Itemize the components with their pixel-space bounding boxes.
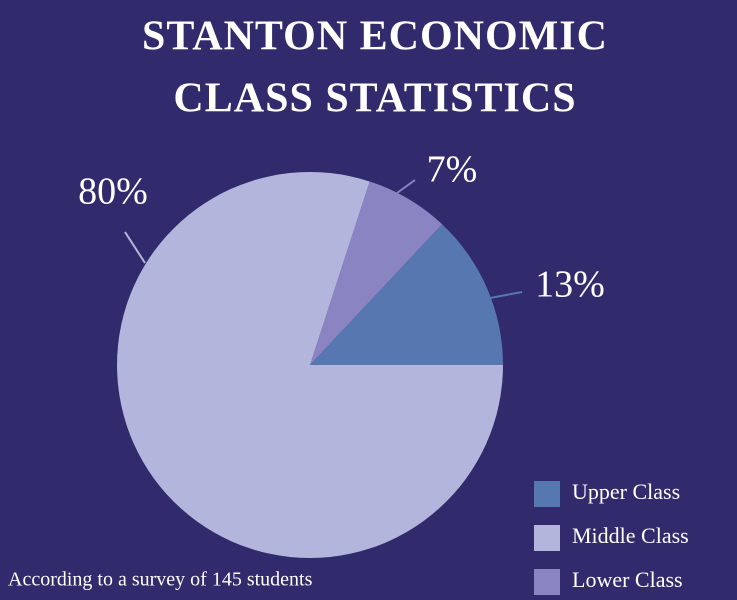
legend-swatch [534,569,560,595]
leader-line [124,231,146,264]
legend-label: Lower Class [572,567,683,592]
leader-line [489,291,523,299]
data-label: 80% [78,171,148,213]
data-label: 7% [427,149,478,191]
chart-title: CLASS STATISTICS [173,76,576,122]
legend-swatch [534,481,560,507]
footnote: According to a survey of 145 students [8,569,313,591]
legend-label: Middle Class [572,523,689,548]
legend-swatch [534,525,560,551]
pie-slice [310,224,503,365]
chart-title: STANTON ECONOMIC [142,14,608,60]
leader-line [396,179,416,194]
data-label: 13% [535,264,605,306]
legend-label: Upper Class [572,479,680,504]
pie-slice [116,172,504,559]
pie-slice [310,181,443,365]
